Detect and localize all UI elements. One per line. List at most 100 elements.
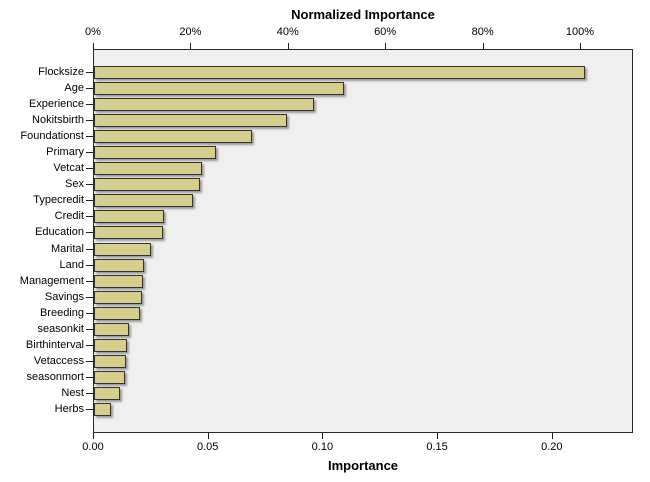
importance-bar	[94, 306, 140, 320]
category-tick-mark	[86, 392, 93, 394]
importance-bar	[94, 274, 143, 288]
importance-bar	[94, 370, 125, 384]
bar-row: Age	[0, 82, 633, 96]
importance-bar	[94, 402, 111, 416]
importance-bar	[94, 226, 163, 240]
importance-bar	[94, 162, 202, 176]
bar-rows: Flocksize Age Experience Nokitsbirth Foundat…	[0, 50, 633, 432]
category-tick-mark	[86, 184, 93, 186]
bottom-axis-tick-mark	[93, 433, 94, 439]
bar-row: Primary	[0, 146, 633, 160]
category-label: Land	[59, 258, 84, 271]
category-label: Herbs	[54, 402, 84, 415]
bar-row: Education	[0, 226, 633, 240]
category-tick-mark	[86, 408, 93, 410]
top-axis-tick-mark	[482, 43, 484, 49]
importance-bar	[94, 386, 121, 400]
category-tick-mark	[86, 104, 93, 106]
category-tick-mark	[86, 328, 93, 330]
importance-bar	[94, 322, 130, 336]
bottom-axis-tick-label: 0.20	[541, 441, 563, 453]
x-axis-title: Importance	[327, 458, 399, 473]
bottom-axis-tick-label: 0.05	[196, 441, 219, 453]
bar-row: seasonmort	[0, 370, 633, 384]
category-label: Flocksize	[38, 66, 84, 78]
category-label: Primary	[46, 146, 84, 159]
bottom-axis-tick-mark	[437, 433, 439, 439]
category-label: Nest	[61, 386, 84, 399]
top-axis-tick-mark	[287, 43, 289, 49]
importance-bar	[94, 178, 200, 192]
category-tick-mark	[86, 88, 93, 90]
category-tick-mark	[86, 296, 93, 298]
bar-row: seasonkit	[0, 322, 633, 336]
importance-bar	[94, 66, 585, 79]
category-label: seasonmort	[26, 370, 84, 383]
top-axis-tick-label: 40%	[276, 26, 299, 38]
bar-row: Management	[0, 274, 633, 288]
importance-bar	[94, 338, 128, 352]
category-label: Vetaccess	[33, 354, 84, 367]
category-label: Experience	[28, 98, 84, 111]
category-label: Savings	[44, 290, 84, 303]
top-axis-tick-label: 0%	[85, 26, 101, 38]
chart-title: Normalized Importance	[291, 7, 435, 22]
importance-bar	[94, 82, 345, 96]
category-tick-mark	[86, 376, 93, 378]
category-label: Vetcat	[53, 162, 84, 175]
category-label: Foundationst	[20, 130, 84, 143]
category-tick-mark	[86, 152, 93, 154]
bar-row: Savings	[0, 290, 633, 304]
bar-row: Land	[0, 258, 633, 272]
importance-bar	[94, 146, 216, 160]
plot-area	[93, 49, 633, 433]
category-tick-mark	[86, 216, 93, 218]
category-tick-mark	[86, 200, 93, 202]
category-tick-mark	[86, 280, 93, 282]
category-tick-mark	[86, 232, 93, 234]
importance-bar	[94, 114, 287, 128]
importance-bar	[94, 354, 127, 368]
importance-bar	[94, 290, 142, 304]
category-label: Credit	[54, 210, 84, 223]
category-tick-mark	[86, 312, 93, 314]
bottom-axis-tick-label: 0.00	[82, 441, 104, 453]
importance-bar	[94, 130, 253, 144]
bar-row: Credit	[0, 210, 633, 224]
top-axis-tick-mark	[580, 43, 581, 49]
top-axis-tick-mark	[385, 43, 387, 49]
bar-row: Flocksize	[0, 66, 633, 79]
top-axis-tick-label: 60%	[374, 26, 397, 38]
bar-row: Typecredit	[0, 194, 633, 208]
top-axis-tick-label: 20%	[179, 26, 202, 38]
bar-row: Herbs	[0, 402, 633, 416]
category-label: Management	[19, 274, 84, 287]
category-label: Breeding	[39, 306, 84, 319]
top-axis-tick-label: 80%	[471, 26, 494, 38]
bar-row: Sex	[0, 178, 633, 192]
category-label: Nokitsbirth	[32, 114, 84, 127]
bar-row: Vetaccess	[0, 354, 633, 368]
category-tick-mark	[86, 120, 93, 122]
bar-row: Nokitsbirth	[0, 114, 633, 128]
importance-bar	[94, 98, 315, 112]
bar-row: Vetcat	[0, 162, 633, 176]
category-label: Age	[64, 82, 84, 95]
importance-bar	[94, 210, 164, 224]
bar-row: Marital	[0, 242, 633, 256]
top-axis-tick-label: 100%	[565, 26, 595, 38]
top-axis-tick-mark	[190, 43, 192, 49]
bottom-axis-tick-mark	[207, 433, 209, 439]
bar-row: Birthinterval	[0, 338, 633, 352]
bottom-axis-tick-mark	[322, 433, 324, 439]
bar-row: Foundationst	[0, 130, 633, 144]
category-label: Education	[35, 226, 84, 239]
category-tick-mark	[86, 248, 93, 250]
importance-bar	[94, 258, 144, 272]
category-label: Sex	[65, 178, 84, 191]
category-label: Birthinterval	[25, 338, 84, 351]
bottom-axis-tick-mark	[551, 433, 553, 439]
bar-row: Experience	[0, 98, 633, 112]
category-tick-mark	[86, 264, 93, 266]
